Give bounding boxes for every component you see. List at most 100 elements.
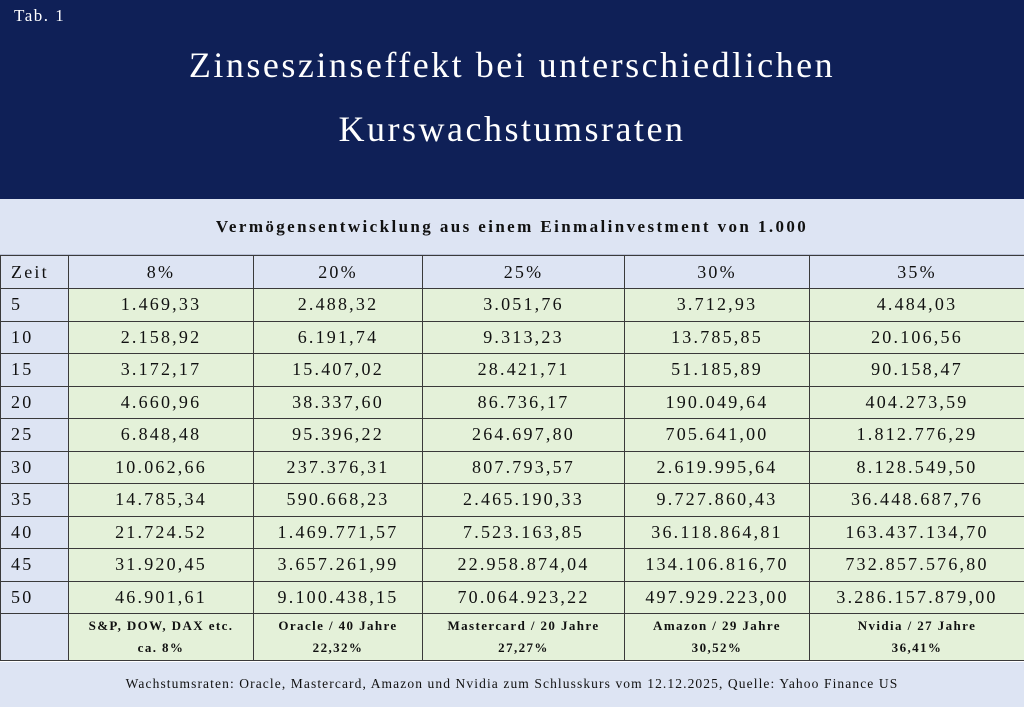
column-header-rate: 25% xyxy=(422,255,625,289)
note-label: S&P, DOW, DAX etc. xyxy=(88,618,234,633)
note-rate: 22,32% xyxy=(312,640,364,655)
growth-table: Zeit 8% 20% 25% 30% 35% 5 1.469,33 2.488,32 3.051… xyxy=(0,255,1024,661)
value-cell: 404.273,59 xyxy=(809,385,1024,419)
value-cell: 264.697,80 xyxy=(422,418,625,452)
year-cell: 10 xyxy=(0,320,69,354)
value-cell: 36.118.864,81 xyxy=(624,515,810,549)
column-header-rate: 20% xyxy=(253,255,423,289)
value-cell: 190.049,64 xyxy=(624,385,810,419)
note-cell: Mastercard / 20 Jahre 27,27% xyxy=(422,613,625,661)
table-row: 35 14.785,34 590.668,23 2.465.190,33 9.727.8… xyxy=(0,483,1024,517)
empty-cell xyxy=(0,613,69,661)
value-cell: 15.407,02 xyxy=(253,353,423,387)
value-cell: 134.106.816,70 xyxy=(624,548,810,582)
table-row: 40 21.724.52 1.469.771,57 7.523.163,85 36.11… xyxy=(0,515,1024,549)
note-cell: Oracle / 40 Jahre 22,32% xyxy=(253,613,423,661)
value-cell: 497.929.223,00 xyxy=(624,580,810,614)
table-row: 50 46.901,61 9.100.438,15 70.064.923,22 497.… xyxy=(0,580,1024,614)
year-cell: 50 xyxy=(0,580,69,614)
value-cell: 7.523.163,85 xyxy=(422,515,625,549)
value-cell: 31.920,45 xyxy=(68,548,254,582)
value-cell: 705.641,00 xyxy=(624,418,810,452)
value-cell: 3.657.261,99 xyxy=(253,548,423,582)
title-header: Tab. 1 Zinseszinseffekt bei unterschiedl… xyxy=(0,0,1024,199)
value-cell: 2.158,92 xyxy=(68,320,254,354)
value-cell: 3.051,76 xyxy=(422,288,625,322)
value-cell: 13.785,85 xyxy=(624,320,810,354)
value-cell: 2.488,32 xyxy=(253,288,423,322)
value-cell: 6.191,74 xyxy=(253,320,423,354)
table-row: 20 4.660,96 38.337,60 86.736,17 190.049,64 40… xyxy=(0,385,1024,419)
note-label: Mastercard / 20 Jahre xyxy=(447,618,600,633)
title-line-2: Kurswachstumsraten xyxy=(338,109,686,149)
source-note: Wachstumsraten: Oracle, Mastercard, Amaz… xyxy=(125,676,899,691)
value-cell: 46.901,61 xyxy=(68,580,254,614)
value-cell: 21.724.52 xyxy=(68,515,254,549)
table-body: Zeit 8% 20% 25% 30% 35% 5 1.469,33 2.488,32 3.051… xyxy=(0,255,1024,661)
value-cell: 22.958.874,04 xyxy=(422,548,625,582)
column-header-rate: 8% xyxy=(68,255,254,289)
note-cell: Amazon / 29 Jahre 30,52% xyxy=(624,613,810,661)
year-cell: 35 xyxy=(0,483,69,517)
value-cell: 9.313,23 xyxy=(422,320,625,354)
value-cell: 36.448.687,76 xyxy=(809,483,1024,517)
table-row: 10 2.158,92 6.191,74 9.313,23 13.785,85 20.10… xyxy=(0,320,1024,354)
value-cell: 70.064.923,22 xyxy=(422,580,625,614)
value-cell: 590.668,23 xyxy=(253,483,423,517)
value-cell: 6.848,48 xyxy=(68,418,254,452)
value-cell: 20.106,56 xyxy=(809,320,1024,354)
year-cell: 20 xyxy=(0,385,69,419)
value-cell: 95.396,22 xyxy=(253,418,423,452)
column-header-rate: 35% xyxy=(809,255,1024,289)
value-cell: 51.185,89 xyxy=(624,353,810,387)
value-cell: 38.337,60 xyxy=(253,385,423,419)
table-row: 5 1.469,33 2.488,32 3.051,76 3.712,93 4.484,0… xyxy=(0,288,1024,322)
year-cell: 30 xyxy=(0,450,69,484)
value-cell: 2.465.190,33 xyxy=(422,483,625,517)
table-row: 15 3.172,17 15.407,02 28.421,71 51.185,89 90.… xyxy=(0,353,1024,387)
table-subtitle: Vermögensentwicklung aus einem Einmalinv… xyxy=(215,217,809,236)
value-cell: 86.736,17 xyxy=(422,385,625,419)
note-cell: S&P, DOW, DAX etc. ca. 8% xyxy=(68,613,254,661)
value-cell: 1.469.771,57 xyxy=(253,515,423,549)
note-rate: 30,52% xyxy=(691,640,743,655)
value-cell: 2.619.995,64 xyxy=(624,450,810,484)
table-row: 45 31.920,45 3.657.261,99 22.958.874,04 134.… xyxy=(0,548,1024,582)
note-label: Amazon / 29 Jahre xyxy=(653,618,781,633)
value-cell: 90.158,47 xyxy=(809,353,1024,387)
value-cell: 8.128.549,50 xyxy=(809,450,1024,484)
year-cell: 25 xyxy=(0,418,69,452)
value-cell: 1.469,33 xyxy=(68,288,254,322)
note-cell: Nvidia / 27 Jahre 36,41% xyxy=(809,613,1024,661)
year-cell: 5 xyxy=(0,288,69,322)
title-line-1: Zinseszinseffekt bei unterschiedlichen xyxy=(188,45,836,85)
table-header-row: Zeit 8% 20% 25% 30% 35% xyxy=(0,255,1024,289)
note-rate: 36,41% xyxy=(891,640,943,655)
value-cell: 237.376,31 xyxy=(253,450,423,484)
table-row: 30 10.062,66 237.376,31 807.793,57 2.619.995… xyxy=(0,450,1024,484)
note-label: Oracle / 40 Jahre xyxy=(278,618,398,633)
value-cell: 163.437.134,70 xyxy=(809,515,1024,549)
value-cell: 4.484,03 xyxy=(809,288,1024,322)
subtitle-band: Vermögensentwicklung aus einem Einmalinv… xyxy=(0,199,1024,255)
value-cell: 3.286.157.879,00 xyxy=(809,580,1024,614)
footer-band: Wachstumsraten: Oracle, Mastercard, Amaz… xyxy=(0,662,1024,707)
value-cell: 3.712,93 xyxy=(624,288,810,322)
value-cell: 9.100.438,15 xyxy=(253,580,423,614)
value-cell: 732.857.576,80 xyxy=(809,548,1024,582)
value-cell: 807.793,57 xyxy=(422,450,625,484)
value-cell: 28.421,71 xyxy=(422,353,625,387)
tab-label: Tab. 1 xyxy=(14,6,66,25)
value-cell: 14.785,34 xyxy=(68,483,254,517)
value-cell: 10.062,66 xyxy=(68,450,254,484)
value-cell: 1.812.776,29 xyxy=(809,418,1024,452)
value-cell: 9.727.860,43 xyxy=(624,483,810,517)
value-cell: 3.172,17 xyxy=(68,353,254,387)
note-label: Nvidia / 27 Jahre xyxy=(857,618,977,633)
column-header-rate: 30% xyxy=(624,255,810,289)
note-rate: 27,27% xyxy=(498,640,549,655)
year-cell: 40 xyxy=(0,515,69,549)
column-header-zeit: Zeit xyxy=(0,255,69,289)
table-notes-row: S&P, DOW, DAX etc. ca. 8% Oracle / 40 Jahr… xyxy=(0,613,1024,661)
